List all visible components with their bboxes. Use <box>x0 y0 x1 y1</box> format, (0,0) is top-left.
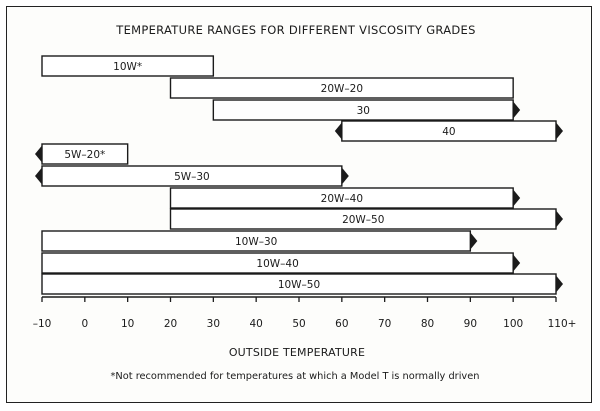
bar-label: 5W–30 <box>174 171 210 183</box>
x-tick-label: 10 <box>121 318 134 330</box>
x-tick-label: –10 <box>33 318 52 330</box>
x-tick-label: 50 <box>292 318 305 330</box>
x-tick-label: 100 <box>503 318 523 330</box>
chart-title: TEMPERATURE RANGES FOR DIFFERENT VISCOSI… <box>115 23 475 37</box>
arrow-right-icon <box>513 189 521 207</box>
bar-rect <box>169 187 514 209</box>
bar-label: 10W* <box>113 61 142 73</box>
bars-group: 10W* 20W–20 30 40 5W–20* 5W–30 20W–40 20W–50 10W… <box>35 55 563 295</box>
x-tick-label: 60 <box>335 318 348 330</box>
x-tick-label: 0 <box>81 318 88 330</box>
bar-label: 20W–40 <box>321 193 363 205</box>
x-tick-label: 20 <box>164 318 177 330</box>
arrow-left-icon <box>334 122 342 140</box>
bar-label: 5W–20* <box>64 149 105 161</box>
x-tick-label: 80 <box>421 318 434 330</box>
x-axis-label: OUTSIDE TEMPERATURE <box>229 346 365 359</box>
bar-rect <box>169 77 514 99</box>
bar-20w-50: 20W–50 <box>169 208 563 230</box>
footnote: *Not recommended for temperatures at whi… <box>111 371 480 382</box>
arrow-right-icon <box>556 275 563 293</box>
x-tick-label: 30 <box>207 318 220 330</box>
arrow-right-icon <box>556 210 563 228</box>
bar-40: 40 <box>334 120 563 142</box>
arrow-right-icon <box>341 167 349 185</box>
bar-label: 10W–30 <box>235 236 277 248</box>
arrow-right-icon <box>556 122 563 140</box>
arrow-right-icon <box>513 101 521 119</box>
bar-5w-20: 5W–20* <box>35 143 129 165</box>
x-tick-label: 70 <box>378 318 391 330</box>
bar-10w-50: 10W–50 <box>41 273 563 295</box>
bar-20w-20: 20W–20 <box>169 77 514 99</box>
arrow-left-icon <box>35 145 42 163</box>
bar-10w-40: 10W–40 <box>41 252 521 274</box>
arrow-right-icon <box>513 254 521 272</box>
bar-10w: 10W* <box>41 55 215 77</box>
x-tick-label: 90 <box>464 318 477 330</box>
bar-5w-30: 5W–30 <box>35 165 349 187</box>
bar-label: 20W–50 <box>342 214 384 226</box>
bar-30: 30 <box>212 99 521 121</box>
arrow-right-icon <box>470 232 478 250</box>
bar-label: 40 <box>442 126 455 138</box>
bar-label: 20W–20 <box>321 83 363 95</box>
bar-10w-30: 10W–30 <box>41 230 478 252</box>
bar-rect <box>41 55 215 77</box>
bar-rect <box>41 252 514 274</box>
bar-label: 30 <box>357 105 370 117</box>
bar-label: 10W–40 <box>256 258 298 270</box>
bar-label: 10W–50 <box>278 279 320 291</box>
x-tick-label: 110+ <box>548 318 577 330</box>
arrow-left-icon <box>35 167 42 185</box>
x-tick-label: 40 <box>249 318 262 330</box>
bar-20w-40: 20W–40 <box>169 187 521 209</box>
x-axis-ticks: –10 0 10 20 30 40 50 60 70 80 90 100 110+ <box>33 297 577 330</box>
